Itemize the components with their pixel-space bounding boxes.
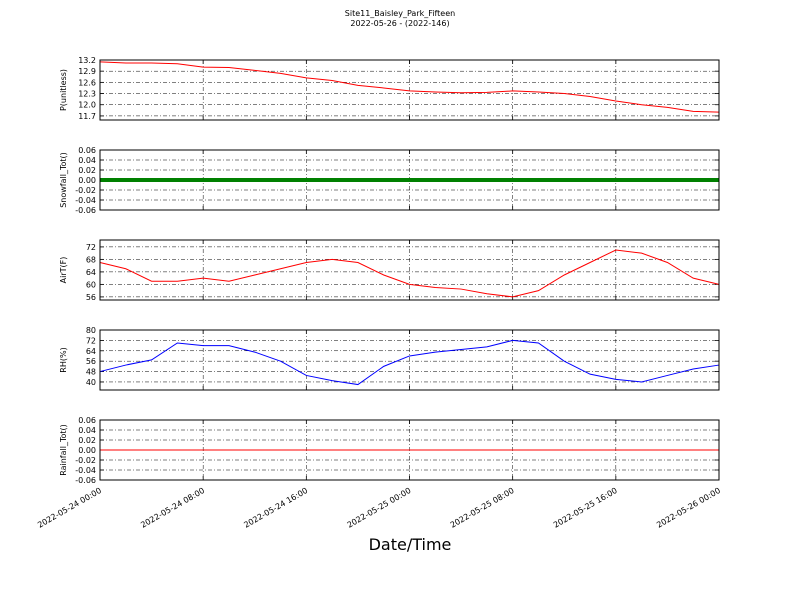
y-tick-label: 13.2 [78, 56, 96, 65]
y-tick-label: 12.3 [78, 90, 96, 99]
y-tick-label: 0.02 [78, 166, 96, 175]
y-tick-label: -0.02 [75, 456, 96, 465]
y-tick-label: -0.06 [75, 476, 96, 485]
chart-title: Site11_Baisley_Park_Fifteen [345, 9, 455, 18]
y-tick-label: 48 [86, 368, 96, 377]
y-axis-label: Snowfall_Tot() [59, 152, 68, 208]
y-tick-label: -0.04 [75, 196, 96, 205]
plot-frame [99, 149, 720, 211]
y-tick-label: 0.04 [78, 156, 96, 165]
y-tick-label: 11.7 [78, 112, 96, 121]
y-tick-label: -0.02 [75, 186, 96, 195]
plot-frame [99, 239, 720, 301]
y-tick-label: 0.04 [78, 426, 96, 435]
plot-frame [99, 59, 720, 121]
x-axis-label: Date/Time [369, 535, 452, 554]
y-axis-label: P(unitless) [59, 69, 68, 111]
y-tick-label: 0.06 [78, 416, 96, 425]
y-tick-label: 72 [86, 336, 96, 345]
data-line [99, 61, 720, 113]
y-tick-label: 68 [86, 255, 96, 264]
y-axis-label: RH(%) [59, 347, 68, 372]
y-tick-label: 80 [86, 326, 96, 335]
y-tick-label: 0.00 [78, 176, 96, 185]
y-axis-label: Rainfall_Tot() [59, 424, 68, 476]
chart-subtitle: 2022-05-26 - (2022-146) [350, 19, 449, 28]
y-tick-label: 0.02 [78, 436, 96, 445]
y-tick-label: 40 [86, 378, 96, 387]
plot-frame [99, 329, 720, 391]
plot-frame [99, 419, 720, 481]
y-axis-label: AirT(F) [59, 257, 68, 284]
y-tick-label: 56 [86, 293, 96, 302]
y-tick-label: 0.00 [78, 446, 96, 455]
y-tick-label: 60 [86, 280, 96, 289]
y-tick-label: 72 [86, 243, 96, 252]
y-tick-label: 12.0 [78, 101, 96, 110]
y-tick-label: 12.9 [78, 67, 96, 76]
y-tick-label: 56 [86, 357, 96, 366]
y-tick-label: 64 [86, 347, 96, 356]
y-tick-label: 12.6 [78, 78, 96, 87]
data-line [99, 249, 720, 298]
y-tick-label: -0.06 [75, 206, 96, 215]
y-tick-label: 0.06 [78, 146, 96, 155]
y-tick-label: -0.04 [75, 466, 96, 475]
y-tick-label: 64 [86, 268, 96, 277]
data-line [99, 339, 720, 386]
